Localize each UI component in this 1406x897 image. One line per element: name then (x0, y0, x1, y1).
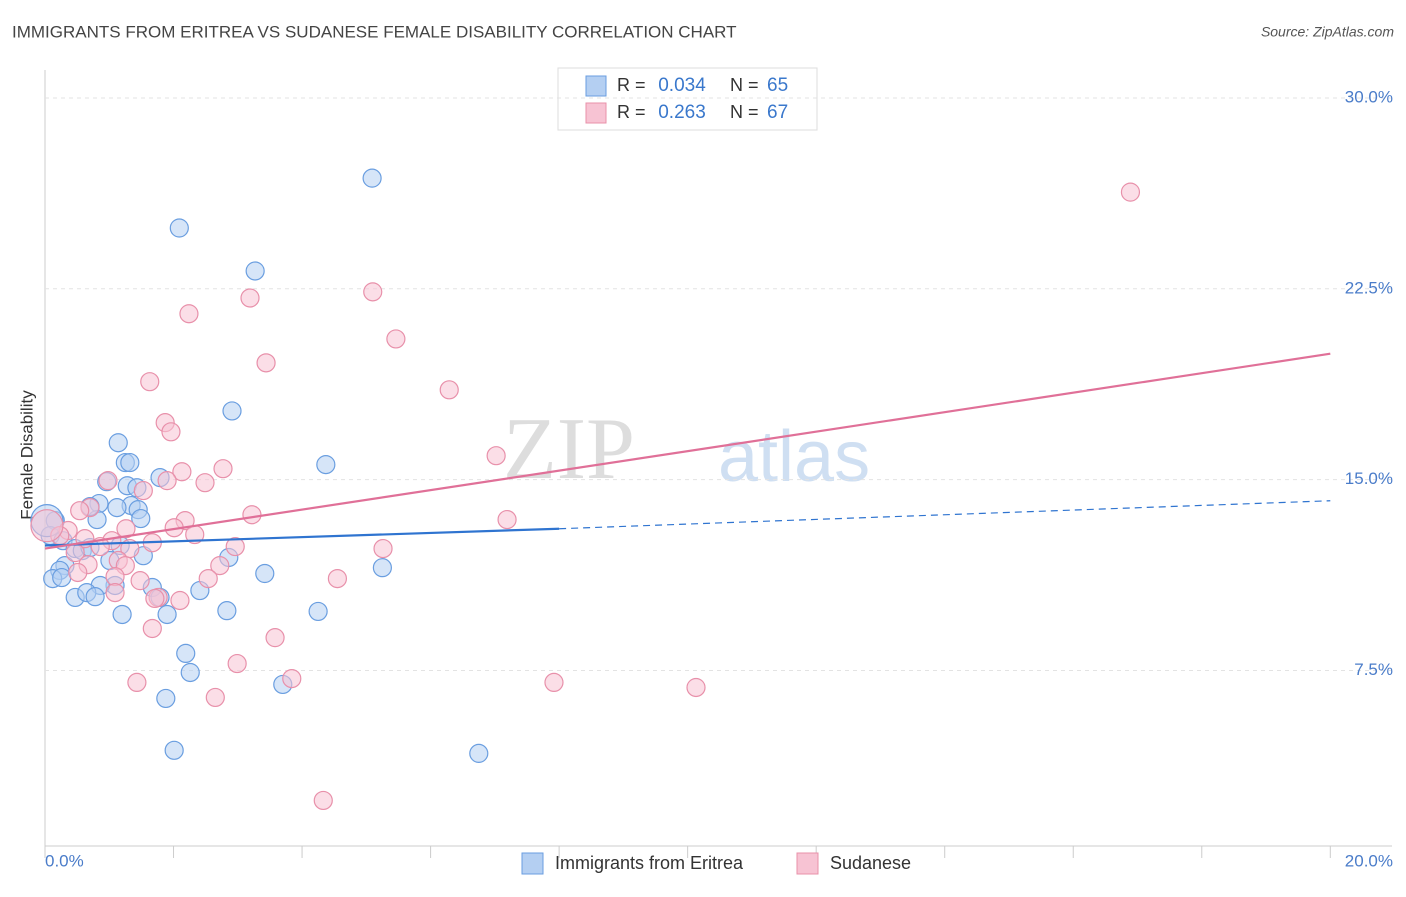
point (30, 509, 64, 543)
source: Source: ZipAtlas.com (1261, 24, 1394, 40)
legend-r-value: 0.034 (658, 75, 706, 96)
point (316, 455, 336, 475)
point (156, 688, 176, 709)
point (169, 218, 189, 238)
point (120, 452, 140, 473)
point (116, 519, 136, 539)
point (327, 568, 348, 589)
legend-label: Immigrants from Eritrea (555, 853, 744, 873)
y-tick-label: 7.5% (1354, 660, 1393, 679)
point (130, 571, 150, 591)
legend-n-label: N = (730, 75, 759, 95)
point (255, 563, 275, 584)
point (210, 556, 230, 576)
y-tick-label: 15.0% (1345, 469, 1393, 488)
point (544, 672, 564, 693)
point (68, 562, 88, 583)
point (372, 558, 392, 578)
x-tick-label: 20.0% (1345, 851, 1393, 870)
y-axis-label: Female Disability (17, 390, 36, 520)
point (170, 590, 190, 611)
point (227, 653, 247, 674)
point (386, 329, 406, 349)
watermark: ZIP (503, 401, 635, 498)
point (105, 582, 125, 603)
point (222, 401, 242, 421)
watermark: atlas (718, 417, 870, 497)
point (127, 672, 147, 693)
point (245, 261, 265, 281)
chart-title: IMMIGRANTS FROM ERITREA VS SUDANESE FEMA… (12, 22, 737, 41)
point (256, 353, 276, 373)
point (157, 471, 177, 491)
y-tick-label: 30.0% (1345, 87, 1393, 106)
point (439, 380, 459, 400)
legend-r-label: R = (617, 102, 646, 122)
point (265, 628, 285, 648)
point (164, 740, 184, 760)
point (142, 618, 162, 639)
point (131, 508, 151, 529)
legend-r-label: R = (617, 75, 646, 95)
point (145, 588, 165, 609)
point (225, 536, 245, 557)
legend-swatch (796, 852, 819, 875)
point (308, 601, 328, 622)
point (140, 372, 160, 392)
point (176, 643, 196, 663)
point (486, 446, 506, 466)
point (52, 567, 72, 588)
point (205, 687, 225, 708)
trend-line (44, 352, 1331, 550)
legend-swatch (521, 852, 544, 875)
point (98, 471, 118, 491)
point (497, 509, 517, 530)
point (362, 168, 382, 188)
point (105, 566, 125, 587)
point (240, 288, 260, 308)
y-tick-label: 22.5% (1345, 278, 1393, 297)
point (107, 498, 127, 518)
point (217, 601, 237, 621)
point (469, 743, 489, 763)
point (373, 538, 393, 559)
point (313, 790, 333, 811)
point (90, 536, 110, 557)
legend-n-value: 65 (767, 75, 788, 96)
point (1120, 182, 1141, 202)
point (85, 587, 105, 607)
point (112, 604, 132, 625)
point (161, 422, 181, 442)
legend-swatch (585, 75, 607, 97)
point (213, 459, 233, 479)
legend-r-value: 0.263 (658, 102, 706, 123)
point (70, 501, 90, 521)
point (195, 473, 215, 493)
point (686, 677, 706, 698)
point (108, 433, 128, 453)
point (157, 604, 177, 625)
point (282, 668, 302, 689)
point (363, 282, 383, 302)
x-tick-label: 0.0% (45, 851, 84, 870)
legend-swatch (585, 102, 607, 124)
point (179, 304, 199, 324)
point (180, 662, 200, 683)
point (198, 568, 218, 589)
point (242, 505, 262, 525)
legend-n-label: N = (730, 102, 759, 122)
legend-n-value: 67 (767, 102, 788, 123)
trend-line (44, 527, 560, 547)
point (172, 462, 192, 482)
point (133, 480, 153, 501)
trend-line-extension (559, 500, 1331, 530)
legend-label: Sudanese (830, 853, 911, 873)
